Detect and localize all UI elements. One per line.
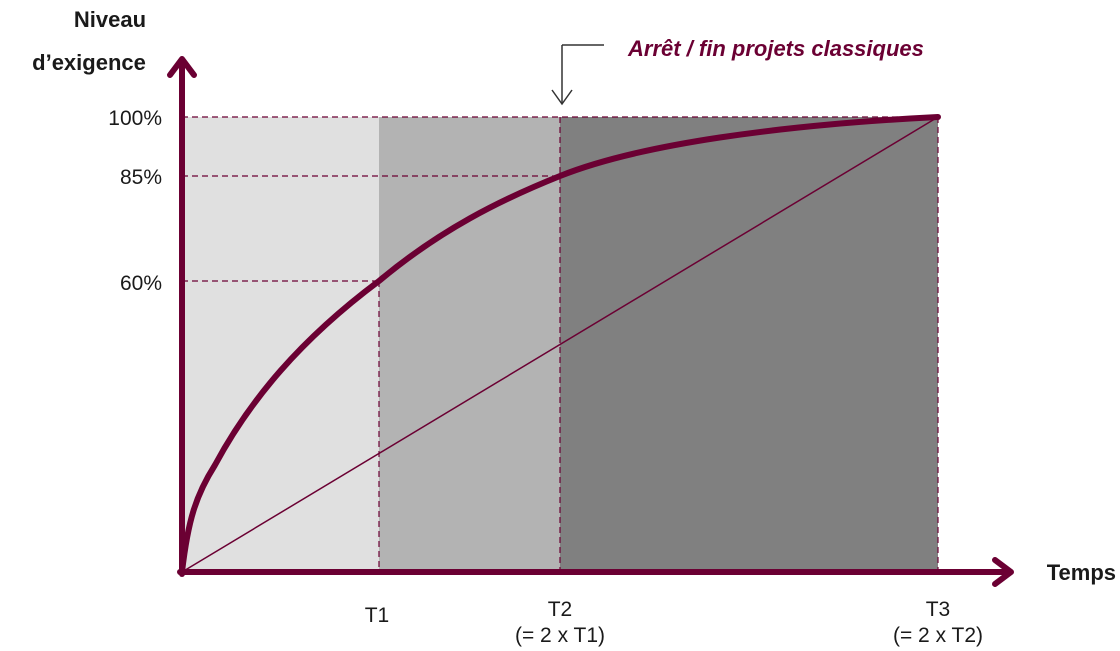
zone-2 — [379, 117, 560, 572]
y-tick-60: 60% — [120, 272, 162, 295]
y-axis-arrow — [167, 56, 197, 78]
y-axis-title-line1: Niveau — [74, 7, 146, 32]
x-tick-t3: T3 — [926, 598, 951, 621]
reference-lines — [182, 116, 939, 572]
y-tick-85: 85% — [120, 166, 162, 189]
zone-3 — [560, 117, 938, 572]
annotation-arrow — [551, 44, 604, 106]
x-tick-t3-sub: (= 2 x T2) — [893, 624, 983, 647]
linear-line — [181, 116, 939, 573]
x-tick-t2-sub: (= 2 x T1) — [515, 624, 605, 647]
y-axis-title-line2: d’exigence — [32, 50, 146, 75]
x-axis-arrow — [992, 557, 1014, 587]
annotation-arrowhead — [551, 89, 573, 106]
axes — [167, 56, 1014, 587]
x-tick-t1: T1 — [365, 604, 390, 627]
annotation-text: Arrêt / fin projets classiques — [627, 36, 924, 61]
x-axis-title: Temps — [1047, 560, 1116, 585]
x-tick-t2: T2 — [548, 598, 573, 621]
y-tick-100: 100% — [108, 107, 162, 130]
zone-1 — [182, 117, 379, 572]
requirement-curve — [179, 114, 941, 575]
